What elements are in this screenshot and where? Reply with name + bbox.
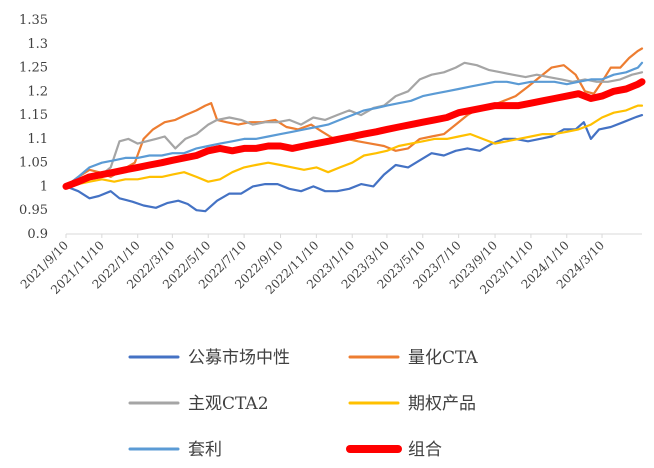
- series-lines: [62, 47, 646, 213]
- legend-label: 套利: [188, 440, 222, 460]
- legend-label: 组合: [408, 440, 442, 460]
- y-tick-label: 1: [40, 179, 48, 194]
- legend-label: 主观CTA2: [188, 394, 269, 414]
- series-line-2: [64, 61, 644, 188]
- plot-area: 0.9 0.95 1 1.05 1.1 1.15 1.2 1.25 1.3 1.35 2021/9…: [18, 13, 646, 297]
- series-line-1: [64, 47, 644, 188]
- y-tick-label: 0.9: [27, 227, 48, 242]
- x-axis: 2021/9/102021/11/102022/1/102022/3/10202…: [18, 234, 607, 297]
- series-line-3: [64, 104, 644, 188]
- y-tick-label: 1.15: [19, 108, 48, 123]
- legend-label: 量化CTA: [408, 348, 478, 368]
- y-tick-label: 1.05: [19, 156, 48, 171]
- series-line-5: [62, 78, 646, 190]
- y-tick-label: 1.3: [27, 37, 48, 52]
- y-tick-label: 0.95: [19, 203, 48, 218]
- y-axis: 0.9 0.95 1 1.05 1.1 1.15 1.2 1.25 1.3 1.35: [19, 13, 48, 242]
- legend-label: 公募市场中性: [188, 348, 290, 368]
- y-tick-label: 1.25: [19, 61, 48, 76]
- series-line-4: [64, 61, 644, 188]
- y-tick-label: 1.1: [27, 132, 48, 147]
- y-tick-label: 1.2: [27, 84, 48, 99]
- y-tick-label: 1.35: [19, 13, 48, 28]
- legend-label: 期权产品: [408, 394, 476, 414]
